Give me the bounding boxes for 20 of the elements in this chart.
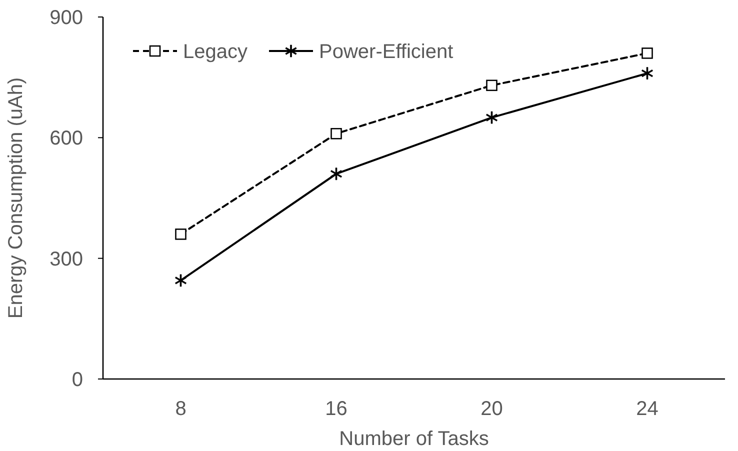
- point: [486, 111, 498, 124]
- point: [175, 228, 186, 240]
- y-axis-title: Energy Consumption (uAh): [5, 77, 27, 319]
- y-tick-label: 900: [50, 7, 83, 29]
- legend-label: Legacy: [183, 41, 248, 63]
- legend-label: Power-Efficient: [319, 41, 454, 63]
- point: [330, 168, 342, 180]
- x-tick-label: 24: [636, 398, 658, 420]
- y-tick-label: 0: [72, 369, 83, 391]
- point: [642, 48, 653, 59]
- y-tick-label: 600: [50, 128, 83, 150]
- x-tick-label: 16: [325, 398, 348, 420]
- point: [330, 128, 342, 140]
- point: [486, 80, 498, 92]
- x-tick-label: 20: [480, 398, 503, 420]
- x-tick-label: 8: [175, 398, 186, 420]
- point: [642, 67, 653, 80]
- y-tick-label: 300: [50, 248, 83, 270]
- x-axis-title: Number of Tasks: [339, 428, 489, 450]
- point: [175, 274, 186, 287]
